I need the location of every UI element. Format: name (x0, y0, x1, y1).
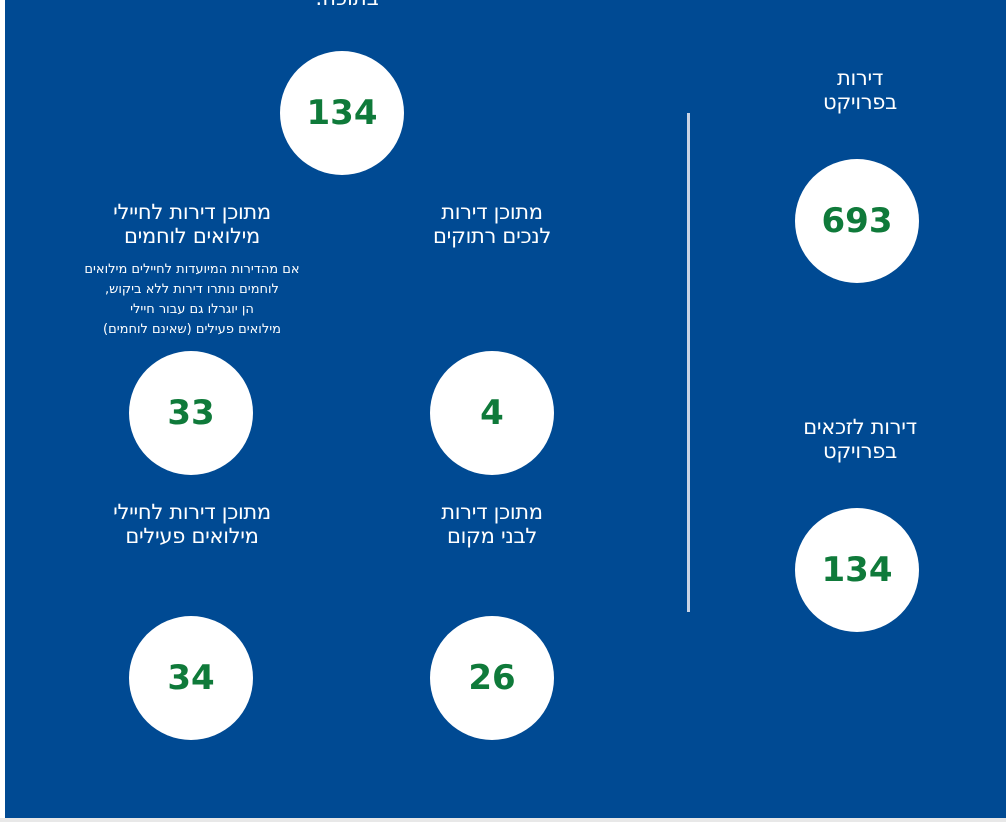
locals-label-line2: לבני מקום (447, 524, 537, 548)
active-label: מתוכן דירות לחיילי מילואים פעילים (95, 500, 289, 548)
bottom-border (0, 818, 1006, 822)
apartments-circle: 693 (795, 159, 919, 283)
top-total-circle: 134 (280, 51, 404, 175)
locals-circle: 26 (430, 616, 554, 740)
stats-panel: בתוכה: 134 דירות בפרויקט 693 דירות לזכאי… (5, 0, 1006, 818)
combat-label-line2: מילואים לוחמים (123, 224, 261, 248)
combat-note-line: לוחמים נותרו דירות ללא ביקוש, (105, 282, 279, 297)
combat-label: מתוכן דירות לחיילי מילואים לוחמים (95, 200, 289, 248)
active-label-line1: מתוכן דירות לחיילי (113, 500, 271, 524)
apartments-label-line1: דירות (836, 66, 884, 90)
active-label-line2: מילואים פעילים (125, 524, 259, 548)
active-circle: 34 (129, 616, 253, 740)
eligible-label-line2: בפרויקט (823, 439, 897, 463)
top-total-value: 134 (306, 93, 378, 133)
locals-value: 26 (468, 658, 516, 698)
eligible-label: דירות לזכאים בפרויקט (780, 415, 940, 463)
disabled-value: 4 (480, 393, 504, 433)
combat-value: 33 (167, 393, 215, 433)
top-cut-label: בתוכה: (277, 0, 417, 10)
locals-label-line1: מתוכן דירות (441, 500, 543, 524)
active-value: 34 (167, 658, 215, 698)
eligible-value: 134 (821, 550, 893, 590)
disabled-circle: 4 (430, 351, 554, 475)
disabled-label-line2: לנכים רתוקים (432, 224, 552, 248)
combat-note-line: מילואים פעילים (שאינם לוחמים) (103, 322, 281, 337)
combat-note: אם מהדירות המיועדות לחיילים מילואים לוחמ… (75, 260, 309, 340)
apartments-label-line2: בפרויקט (823, 90, 897, 114)
locals-label: מתוכן דירות לבני מקום (407, 500, 577, 548)
combat-note-line: אם מהדירות המיועדות לחיילים מילואים (84, 262, 300, 277)
disabled-label-line1: מתוכן דירות (441, 200, 543, 224)
combat-circle: 33 (129, 351, 253, 475)
eligible-circle: 134 (795, 508, 919, 632)
combat-note-line: הן יוגרלו גם עבור חיילי (130, 302, 254, 317)
apartments-label: דירות בפרויקט (785, 66, 935, 114)
disabled-label: מתוכן דירות לנכים רתוקים (407, 200, 577, 248)
column-divider (687, 113, 690, 612)
combat-label-line1: מתוכן דירות לחיילי (113, 200, 271, 224)
eligible-label-line1: דירות לזכאים (803, 415, 917, 439)
apartments-value: 693 (821, 201, 893, 241)
